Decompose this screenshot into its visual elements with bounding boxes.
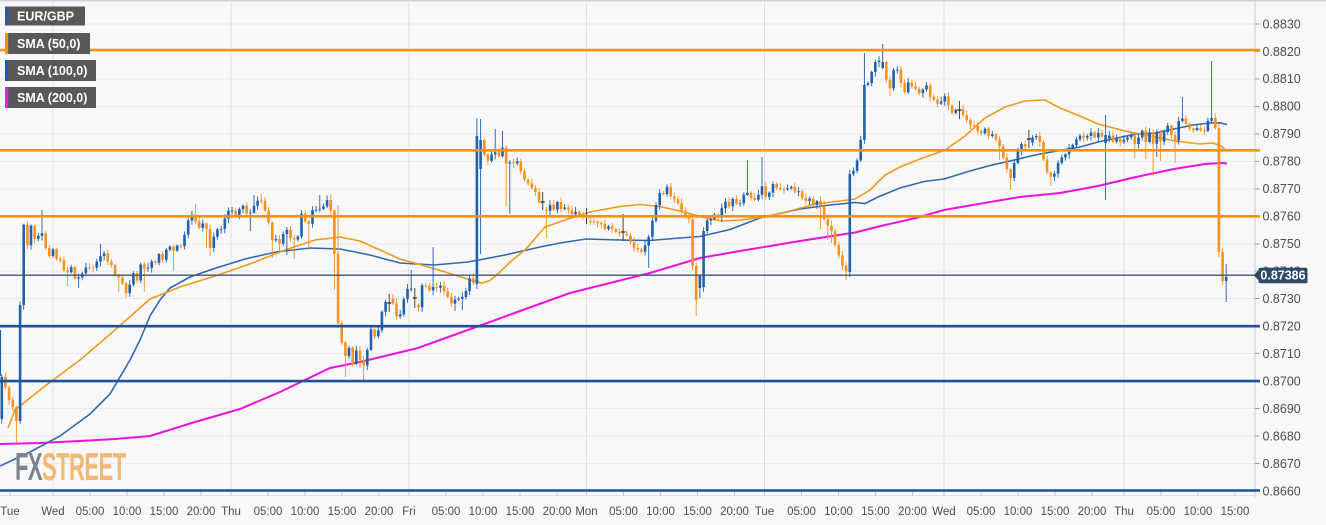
svg-text:20:00: 20:00 — [365, 506, 394, 518]
svg-text:0.8670: 0.8670 — [1263, 457, 1301, 471]
svg-text:10:00: 10:00 — [469, 506, 498, 518]
svg-text:15:00: 15:00 — [150, 506, 179, 518]
svg-text:05:00: 05:00 — [1147, 506, 1176, 518]
svg-text:15:00: 15:00 — [683, 506, 712, 518]
svg-text:10:00: 10:00 — [291, 506, 320, 518]
svg-text:0.8780: 0.8780 — [1263, 155, 1301, 169]
svg-text:10:00: 10:00 — [1004, 506, 1033, 518]
svg-text:05:00: 05:00 — [967, 506, 996, 518]
svg-text:Mon: Mon — [575, 506, 597, 518]
svg-text:0.8760: 0.8760 — [1263, 210, 1301, 224]
svg-text:0.8730: 0.8730 — [1263, 292, 1301, 306]
svg-text:20:00: 20:00 — [1078, 506, 1107, 518]
svg-text:0.8690: 0.8690 — [1263, 402, 1301, 416]
svg-text:0.87386: 0.87386 — [1260, 269, 1305, 283]
svg-text:15:00: 15:00 — [861, 506, 890, 518]
svg-text:15:00: 15:00 — [1041, 506, 1070, 518]
svg-text:EUR/GBP: EUR/GBP — [17, 10, 74, 24]
svg-text:0.8770: 0.8770 — [1263, 182, 1301, 196]
svg-text:Tue: Tue — [755, 506, 774, 518]
svg-text:Wed: Wed — [932, 506, 955, 518]
svg-text:10:00: 10:00 — [646, 506, 675, 518]
svg-text:15:00: 15:00 — [328, 506, 357, 518]
svg-text:05:00: 05:00 — [254, 506, 283, 518]
svg-text:Tue: Tue — [0, 506, 19, 518]
svg-text:0.8710: 0.8710 — [1263, 347, 1301, 361]
svg-text:Thu: Thu — [1114, 506, 1134, 518]
svg-text:10:00: 10:00 — [113, 506, 142, 518]
svg-text:05:00: 05:00 — [609, 506, 638, 518]
svg-text:SMA (50,0): SMA (50,0) — [17, 37, 80, 51]
svg-text:0.8660: 0.8660 — [1263, 484, 1301, 498]
svg-text:0.8700: 0.8700 — [1263, 374, 1301, 388]
svg-text:15:00: 15:00 — [1221, 506, 1250, 518]
svg-text:0.8720: 0.8720 — [1263, 320, 1301, 334]
svg-text:20:00: 20:00 — [187, 506, 216, 518]
svg-text:0.8830: 0.8830 — [1263, 17, 1301, 31]
svg-text:SMA (100,0): SMA (100,0) — [17, 64, 87, 78]
svg-text:0.8790: 0.8790 — [1263, 127, 1301, 141]
svg-text:Wed: Wed — [41, 506, 64, 518]
svg-text:20:00: 20:00 — [898, 506, 927, 518]
svg-text:10:00: 10:00 — [824, 506, 853, 518]
svg-text:05:00: 05:00 — [432, 506, 461, 518]
svg-text:0.8800: 0.8800 — [1263, 100, 1301, 114]
svg-text:15:00: 15:00 — [506, 506, 535, 518]
svg-text:0.8750: 0.8750 — [1263, 237, 1301, 251]
svg-text:FXSTREET: FXSTREET — [15, 444, 126, 488]
svg-text:05:00: 05:00 — [76, 506, 105, 518]
svg-text:20:00: 20:00 — [720, 506, 749, 518]
svg-text:Fri: Fri — [402, 506, 415, 518]
svg-text:SMA (200,0): SMA (200,0) — [17, 91, 87, 105]
svg-text:0.8680: 0.8680 — [1263, 429, 1301, 443]
svg-text:Thu: Thu — [221, 506, 241, 518]
svg-text:0.8820: 0.8820 — [1263, 45, 1301, 59]
svg-text:05:00: 05:00 — [787, 506, 816, 518]
svg-text:0.8810: 0.8810 — [1263, 72, 1301, 86]
svg-text:20:00: 20:00 — [543, 506, 572, 518]
svg-text:10:00: 10:00 — [1184, 506, 1213, 518]
